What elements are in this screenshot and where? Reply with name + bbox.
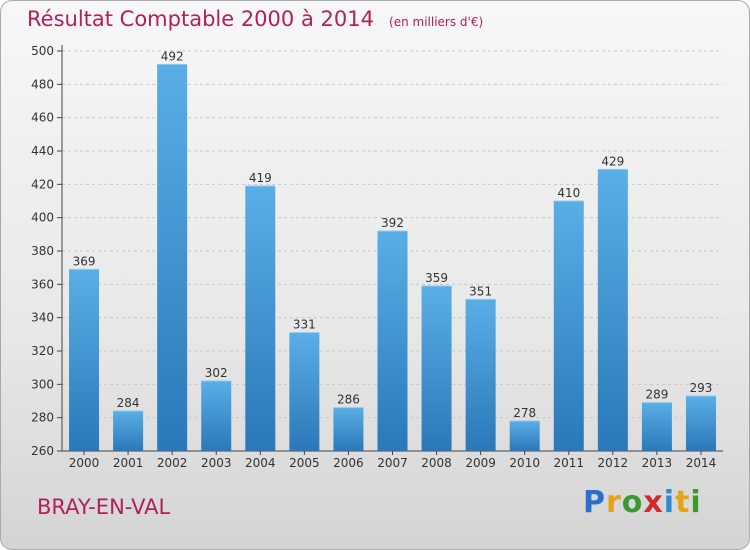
x-tick-label: 2011	[553, 456, 584, 470]
data-label: 429	[601, 154, 624, 168]
commune-name: BRAY-EN-VAL	[37, 495, 171, 519]
bar	[421, 286, 452, 451]
bar	[553, 201, 584, 451]
brand-letter: i	[663, 485, 676, 520]
data-label: 293	[690, 381, 713, 395]
bar	[69, 269, 100, 451]
x-tick-label: 2009	[465, 456, 496, 470]
y-tick-label: 320	[31, 344, 54, 358]
brand-letter: o	[621, 485, 644, 520]
y-tick-label: 420	[31, 177, 54, 191]
bar	[597, 169, 628, 452]
data-label: 278	[513, 406, 536, 420]
x-tick-label: 2000	[69, 456, 100, 470]
brand-letter: P	[583, 485, 606, 520]
data-label: 284	[117, 396, 140, 410]
labels: 260 280 300 320 340 360 380 400 420 440 460 480 500 3…	[31, 44, 716, 470]
data-label: 351	[469, 284, 492, 298]
data-label: 286	[337, 393, 360, 407]
data-label: 419	[249, 171, 272, 185]
data-label: 289	[645, 388, 668, 402]
x-tick-label: 2007	[377, 456, 408, 470]
bar	[201, 381, 232, 451]
y-tick-label: 360	[31, 277, 54, 291]
y-tick-label: 300	[31, 377, 54, 391]
bar	[333, 407, 364, 451]
y-tick-label: 280	[31, 411, 54, 425]
data-label: 492	[161, 49, 184, 63]
y-tick-label: 500	[31, 44, 54, 58]
y-tick-label: 380	[31, 244, 54, 258]
x-tick-label: 2004	[245, 456, 276, 470]
x-tick-label: 2003	[201, 456, 232, 470]
y-tick-label: 340	[31, 311, 54, 325]
brand-logo: Proxiti	[583, 485, 702, 520]
unit-note: (en milliers d'€)	[389, 15, 484, 29]
bar	[377, 231, 408, 451]
brand-letter: r	[606, 485, 622, 520]
bar	[465, 299, 496, 451]
bar	[289, 332, 320, 451]
bar	[157, 64, 188, 452]
x-tick-label: 2002	[157, 456, 188, 470]
title-row: Résultat Comptable 2000 à 2014 (en milli…	[27, 7, 483, 31]
bar	[113, 411, 144, 451]
bar	[685, 396, 716, 451]
data-label: 302	[205, 366, 228, 380]
x-tick-label: 2010	[509, 456, 540, 470]
x-tick-label: 2001	[113, 456, 144, 470]
x-tick-label: 2008	[421, 456, 452, 470]
bar	[245, 186, 276, 451]
x-tick-label: 2012	[598, 456, 629, 470]
x-tick-label: 2005	[289, 456, 320, 470]
data-label: 410	[557, 186, 580, 200]
brand-letter: x	[643, 485, 664, 520]
bars	[69, 63, 716, 452]
x-tick-label: 2006	[333, 456, 364, 470]
x-tick-label: 2013	[642, 456, 673, 470]
y-tick-label: 260	[31, 444, 54, 458]
data-label: 392	[381, 216, 404, 230]
brand-letter: i	[690, 485, 702, 520]
data-label: 369	[73, 254, 96, 268]
y-tick-label: 400	[31, 211, 54, 225]
y-tick-label: 440	[31, 144, 54, 158]
data-label: 359	[425, 271, 448, 285]
bar	[641, 402, 672, 451]
chart-title: Résultat Comptable 2000 à 2014	[27, 7, 374, 31]
bar	[509, 421, 540, 451]
y-tick-label: 460	[31, 111, 54, 125]
data-label: 331	[293, 318, 316, 332]
y-tick-label: 480	[31, 77, 54, 91]
x-tick-label: 2014	[686, 456, 717, 470]
brand-letter: t	[675, 485, 691, 520]
